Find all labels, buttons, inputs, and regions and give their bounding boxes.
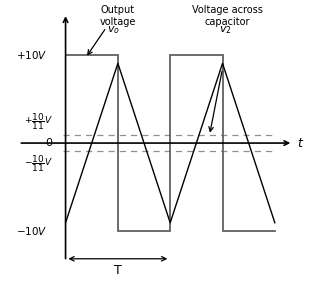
Text: Output
voltage: Output voltage (100, 5, 136, 27)
Text: T: T (114, 264, 122, 277)
Text: 0: 0 (45, 138, 53, 148)
Text: $+10V$: $+10V$ (16, 49, 47, 61)
Text: $v_2$: $v_2$ (219, 25, 231, 37)
Text: $-\dfrac{10}{11}V$: $-\dfrac{10}{11}V$ (24, 154, 53, 175)
Text: Voltage across
capacitor: Voltage across capacitor (192, 5, 263, 27)
Text: t: t (297, 137, 302, 149)
Text: $-10V$: $-10V$ (16, 225, 47, 237)
Text: $v_o$: $v_o$ (107, 25, 120, 37)
Text: $+\dfrac{10}{11}V$: $+\dfrac{10}{11}V$ (24, 112, 53, 132)
